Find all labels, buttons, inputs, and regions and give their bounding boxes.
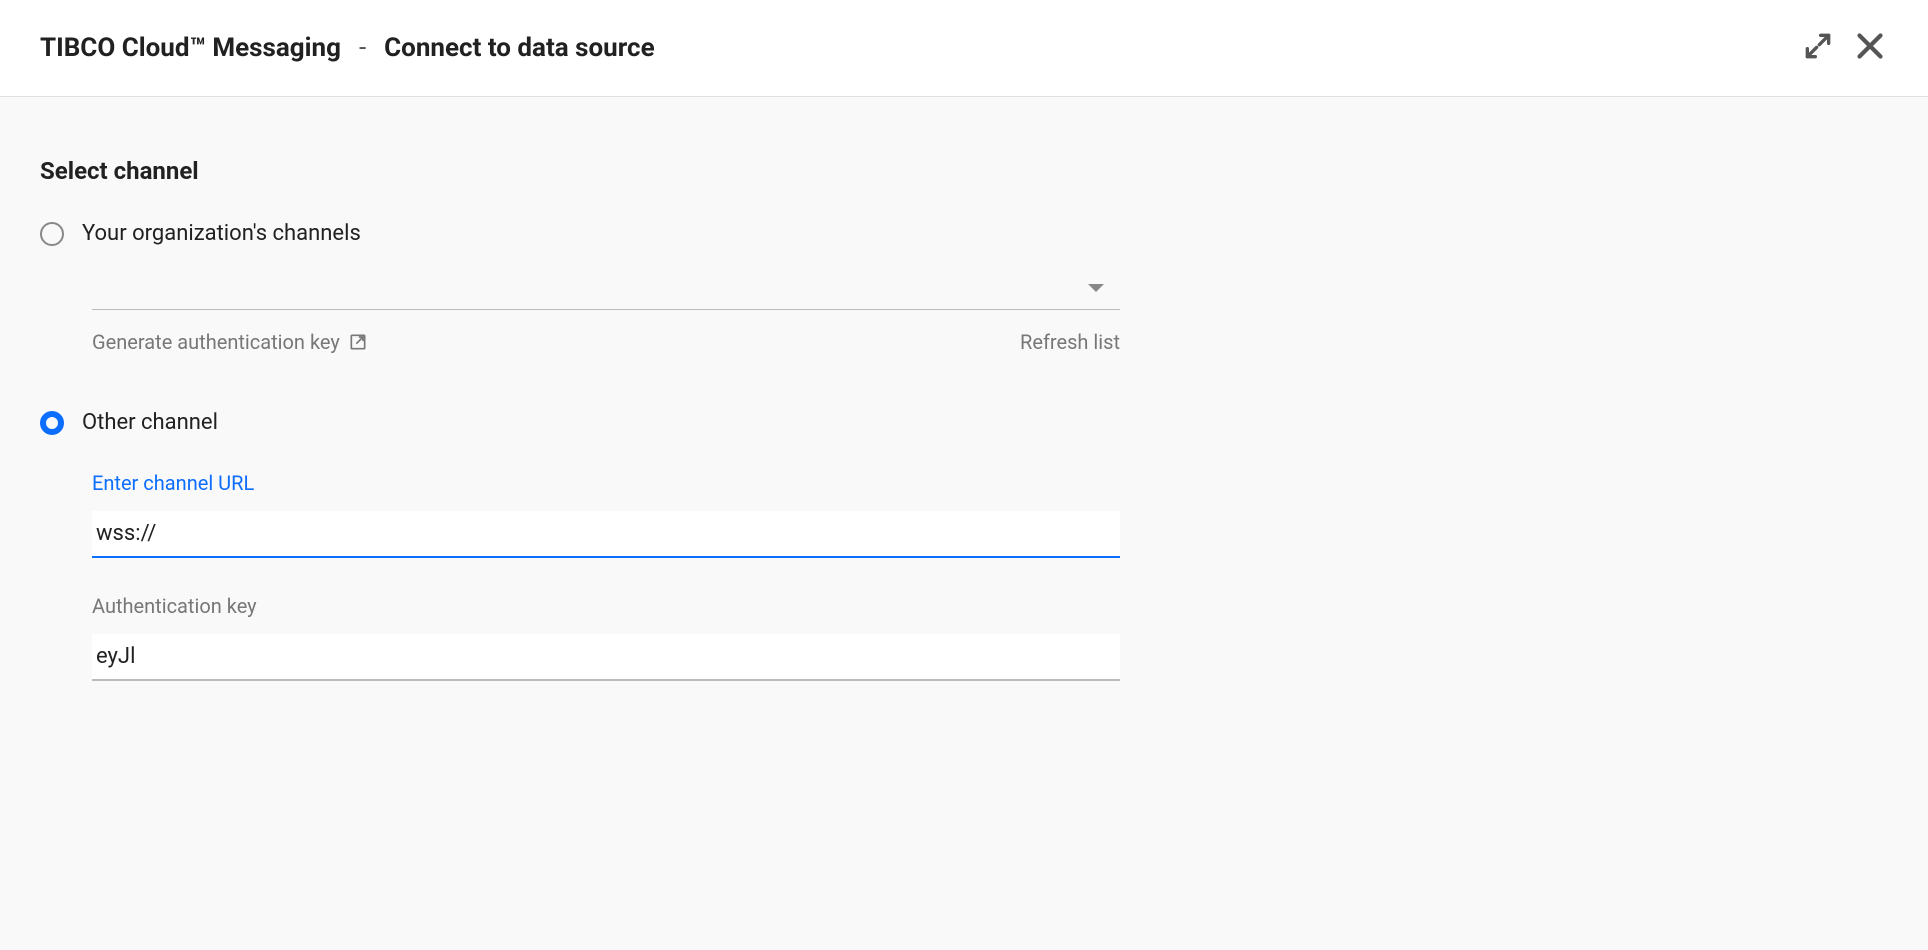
product-name: TIBCO Cloud™ Messaging <box>40 33 341 63</box>
radio-other-label: Other channel <box>82 410 218 435</box>
radio-option-org[interactable]: Your organization's channels <box>40 221 1120 246</box>
section-heading: Select channel <box>40 157 1120 185</box>
auth-key-label: Authentication key <box>92 594 1120 618</box>
external-link-icon <box>348 332 368 352</box>
generate-auth-key-link[interactable]: Generate authentication key <box>92 330 368 354</box>
other-channel-subgroup: Enter channel URL Authentication key <box>92 471 1120 681</box>
org-channel-dropdown[interactable] <box>92 266 1120 310</box>
dialog-body: Select channel Your organization's chann… <box>0 97 1160 741</box>
radio-option-other[interactable]: Other channel <box>40 410 1120 435</box>
radio-org-label: Your organization's channels <box>82 221 361 246</box>
auth-key-field: Authentication key <box>92 594 1120 681</box>
title-separator: - <box>359 33 366 63</box>
dialog-title: TIBCO Cloud™ Messaging - Connect to data… <box>40 33 655 63</box>
channel-url-label: Enter channel URL <box>92 471 1120 495</box>
expand-icon[interactable] <box>1802 30 1834 66</box>
channel-url-field: Enter channel URL <box>92 471 1120 558</box>
org-links-row: Generate authentication key Refresh list <box>92 330 1120 354</box>
radio-other-channel[interactable] <box>40 411 64 435</box>
generate-auth-key-label: Generate authentication key <box>92 330 340 354</box>
org-channel-subgroup: Generate authentication key Refresh list <box>92 266 1120 354</box>
dialog-subtitle: Connect to data source <box>384 33 654 63</box>
channel-url-input[interactable] <box>92 511 1120 558</box>
chevron-down-icon <box>1084 276 1108 300</box>
dialog-header: TIBCO Cloud™ Messaging - Connect to data… <box>0 0 1928 97</box>
refresh-list-link[interactable]: Refresh list <box>1020 330 1120 354</box>
radio-org-channels[interactable] <box>40 222 64 246</box>
auth-key-input[interactable] <box>92 634 1120 681</box>
close-icon[interactable] <box>1852 28 1888 68</box>
header-actions <box>1802 28 1888 68</box>
